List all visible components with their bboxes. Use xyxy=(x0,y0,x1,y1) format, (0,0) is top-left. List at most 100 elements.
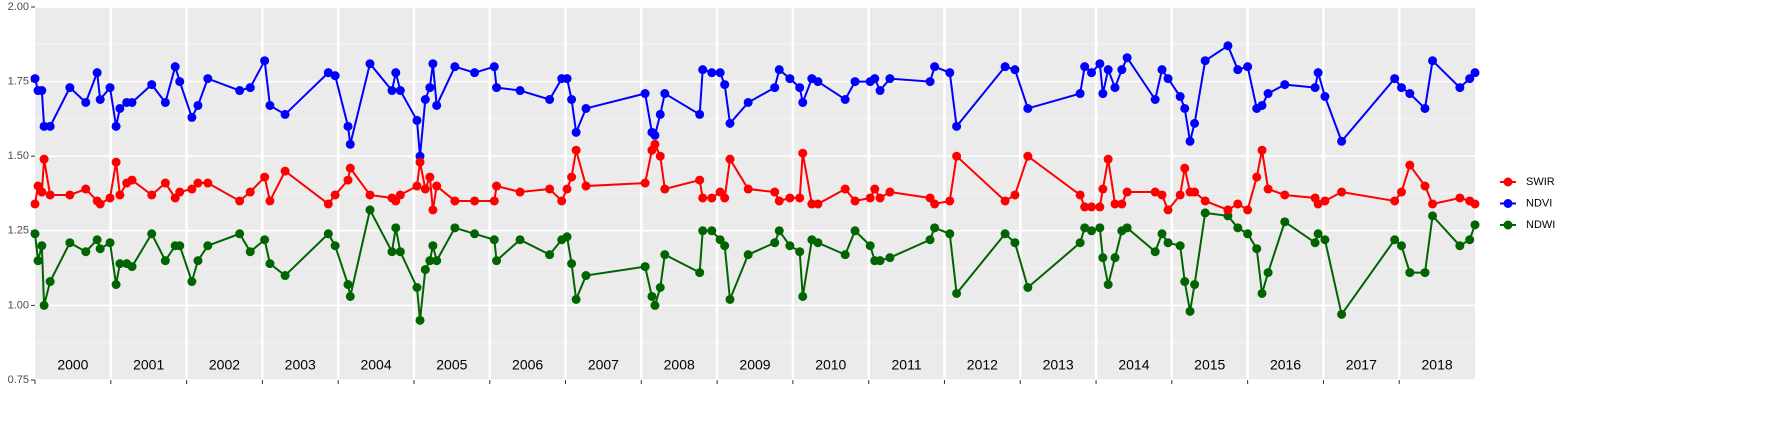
data-point xyxy=(323,68,333,78)
year-label: 2009 xyxy=(739,357,770,373)
data-point xyxy=(1103,280,1113,290)
year-label: 2018 xyxy=(1422,357,1453,373)
data-point xyxy=(343,280,353,290)
data-point xyxy=(930,223,940,233)
data-point xyxy=(105,193,115,203)
data-point xyxy=(850,226,860,236)
data-point xyxy=(115,259,125,269)
data-point xyxy=(160,97,170,107)
data-point xyxy=(698,65,708,75)
data-point xyxy=(1180,277,1190,287)
data-point xyxy=(1310,83,1320,93)
data-point xyxy=(1200,56,1210,66)
data-point xyxy=(725,154,735,164)
data-point xyxy=(1098,184,1108,194)
year-label: 2006 xyxy=(512,357,543,373)
data-point xyxy=(725,294,735,304)
data-point xyxy=(557,196,567,206)
data-point xyxy=(470,196,480,206)
data-point xyxy=(798,97,808,107)
y-tick-label: 1.50 xyxy=(8,150,29,162)
legend-label: NDVI xyxy=(1526,197,1552,209)
data-point xyxy=(720,193,730,203)
data-point xyxy=(265,100,275,110)
data-point xyxy=(945,68,955,78)
data-point xyxy=(870,184,880,194)
year-label: 2011 xyxy=(892,357,922,373)
data-point xyxy=(885,253,895,263)
data-point xyxy=(655,151,665,161)
data-point xyxy=(930,199,940,209)
data-point xyxy=(1257,100,1267,110)
data-point xyxy=(774,226,784,236)
data-point xyxy=(330,190,340,200)
data-point xyxy=(660,89,670,99)
data-point xyxy=(470,68,480,78)
data-point xyxy=(1320,196,1330,206)
data-point xyxy=(1243,62,1253,72)
data-point xyxy=(203,74,213,84)
data-point xyxy=(111,121,121,131)
data-point xyxy=(562,184,572,194)
data-point xyxy=(562,74,572,84)
data-point xyxy=(415,157,425,167)
data-point xyxy=(785,241,795,251)
data-point xyxy=(395,86,405,96)
data-point xyxy=(115,190,125,200)
data-point xyxy=(567,259,577,269)
data-point xyxy=(489,235,499,245)
data-point xyxy=(581,271,591,281)
data-point xyxy=(650,130,660,140)
data-point xyxy=(450,62,460,72)
data-point xyxy=(365,59,375,69)
data-point xyxy=(1087,202,1097,212)
data-point xyxy=(1470,220,1480,230)
data-point xyxy=(865,241,875,251)
year-label: 2003 xyxy=(285,357,316,373)
data-point xyxy=(1110,83,1120,93)
data-point xyxy=(1080,202,1090,212)
data-point xyxy=(875,256,885,266)
data-point xyxy=(450,196,460,206)
data-point xyxy=(175,187,185,197)
year-label: 2012 xyxy=(967,357,998,373)
data-point xyxy=(952,151,962,161)
data-point xyxy=(798,148,808,158)
data-point xyxy=(695,175,705,185)
data-point xyxy=(420,95,430,105)
data-point xyxy=(1405,268,1415,278)
data-point xyxy=(170,62,180,72)
data-point xyxy=(1000,196,1010,206)
year-label: 2002 xyxy=(209,357,240,373)
data-point xyxy=(1337,187,1347,197)
data-point xyxy=(567,95,577,105)
data-point xyxy=(260,235,270,245)
data-point xyxy=(245,83,255,93)
data-point xyxy=(92,68,102,78)
data-point xyxy=(1023,151,1033,161)
data-point xyxy=(774,196,784,206)
data-point xyxy=(95,95,105,105)
data-point xyxy=(581,181,591,191)
data-point xyxy=(111,280,121,290)
data-point xyxy=(412,181,422,191)
data-point xyxy=(870,74,880,84)
data-point xyxy=(1122,187,1132,197)
data-point xyxy=(707,68,717,78)
data-point xyxy=(203,241,213,251)
year-label: 2014 xyxy=(1118,357,1149,373)
data-point xyxy=(1455,193,1465,203)
data-point xyxy=(37,241,47,251)
legend-key-point xyxy=(1503,220,1513,230)
data-point xyxy=(1075,238,1085,248)
data-point xyxy=(743,97,753,107)
data-point xyxy=(1320,235,1330,245)
data-point xyxy=(1263,89,1273,99)
data-point xyxy=(1150,95,1160,105)
data-point xyxy=(187,277,197,287)
data-point xyxy=(323,229,333,239)
data-point xyxy=(345,139,355,149)
legend-key-point xyxy=(1503,177,1513,187)
data-point xyxy=(111,157,121,167)
